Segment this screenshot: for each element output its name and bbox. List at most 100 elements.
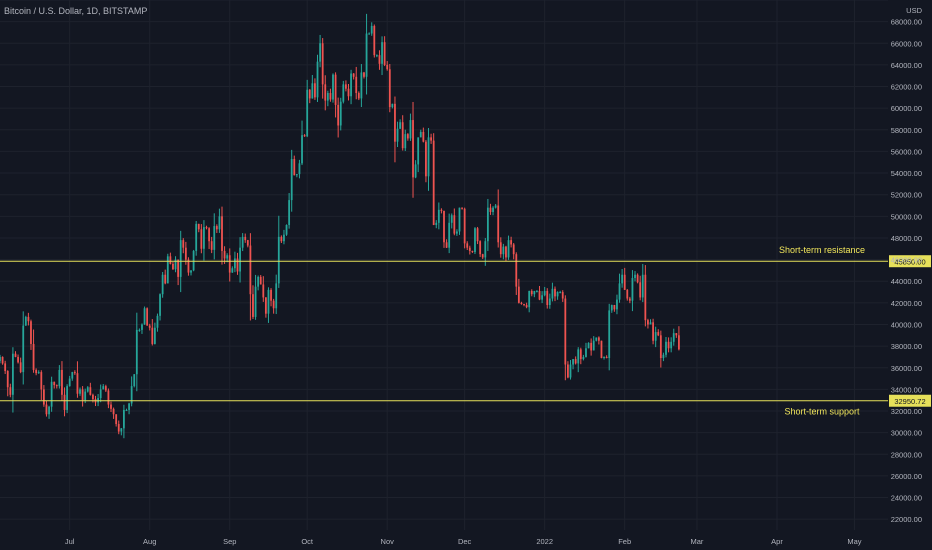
candle (370, 22, 373, 36)
candle (110, 401, 112, 413)
y-tick-label: 66000.00 (891, 39, 922, 48)
candle (76, 361, 79, 398)
candle (546, 288, 549, 309)
candle-body (474, 228, 476, 253)
candle-body (564, 298, 567, 365)
candle (6, 370, 9, 397)
candle-body (678, 335, 680, 350)
candle-body (123, 409, 125, 429)
candle (89, 382, 92, 396)
candle (308, 88, 311, 104)
candle (345, 80, 347, 92)
candle (541, 291, 543, 304)
candle (321, 38, 324, 99)
candle-body (512, 244, 515, 255)
candle-body (104, 386, 107, 391)
candle-body (592, 340, 595, 351)
candle (419, 129, 422, 138)
candle-body (283, 234, 285, 242)
candle (112, 407, 115, 419)
candle-body (133, 374, 136, 387)
candle (228, 248, 231, 282)
candle (636, 273, 639, 284)
candle-body (456, 231, 458, 234)
candle-body (603, 356, 605, 359)
candle (543, 286, 546, 297)
candle (528, 290, 531, 313)
candle-body (585, 348, 587, 357)
y-tick-label: 62000.00 (891, 83, 922, 92)
candle-body (159, 294, 161, 316)
candle (195, 220, 198, 256)
candle (316, 54, 319, 102)
candle (102, 384, 105, 390)
candle (246, 239, 249, 248)
candle (523, 303, 525, 307)
candle (644, 265, 647, 327)
price-axis[interactable]: 22000.00 24000.00 26000.00 28000.00 30000.00… (891, 18, 922, 525)
level-lines[interactable]: 45850.00 Short-term resistance 32950.72 Sho… (0, 245, 931, 417)
y-tick-label: 46000.00 (891, 256, 922, 265)
candle-body (628, 298, 631, 301)
candle-body (102, 386, 105, 390)
candle (166, 253, 169, 284)
candle (66, 384, 69, 414)
candle (254, 274, 257, 320)
y-tick-label: 36000.00 (891, 364, 922, 373)
candle (81, 386, 84, 407)
candle (231, 266, 234, 273)
candle (161, 271, 164, 298)
candle (329, 88, 332, 102)
candle-body (437, 209, 440, 223)
candle-body (115, 414, 118, 424)
candle-body (468, 247, 471, 251)
time-axis[interactable]: Jul Aug Sep Oct Nov Dec 2022 Feb Mar Apr May (65, 537, 862, 546)
candle-body (293, 159, 296, 176)
candle (445, 239, 448, 249)
candle (208, 227, 210, 249)
support-price-tag (889, 394, 931, 407)
candle-body (641, 274, 644, 298)
candle-body (205, 227, 208, 229)
candle-body (484, 241, 487, 258)
candle-body (326, 93, 329, 101)
candle (42, 385, 45, 407)
candle (579, 347, 582, 365)
candle-body (319, 43, 321, 62)
y-tick-label: 26000.00 (891, 472, 922, 481)
candle (172, 261, 174, 270)
candle (58, 365, 61, 389)
candle (324, 75, 327, 111)
candle-body (417, 137, 420, 165)
candle (657, 329, 660, 337)
candle (435, 220, 438, 229)
candle (146, 307, 149, 326)
y-tick-label: 52000.00 (891, 191, 922, 200)
candle (536, 290, 538, 293)
candle-body (200, 229, 203, 249)
candle (285, 224, 288, 236)
candle-body (626, 289, 629, 299)
candle-body (486, 207, 489, 242)
candle-body (135, 329, 138, 375)
candle (652, 318, 654, 345)
candle (123, 404, 125, 439)
candle (520, 301, 523, 305)
candle-body (63, 394, 66, 410)
candle-body (450, 215, 453, 223)
candle (53, 381, 56, 389)
candle-body (476, 228, 479, 242)
candle (422, 127, 425, 143)
candle (210, 236, 213, 254)
candle-body (636, 274, 639, 283)
candle (280, 235, 283, 244)
candle (507, 235, 510, 260)
candle (409, 113, 412, 141)
candle (476, 226, 479, 245)
candle-body (523, 303, 525, 306)
candle-body (298, 163, 301, 175)
candle (35, 368, 38, 376)
candle (27, 312, 30, 326)
y-tick-label: 42000.00 (891, 299, 922, 308)
